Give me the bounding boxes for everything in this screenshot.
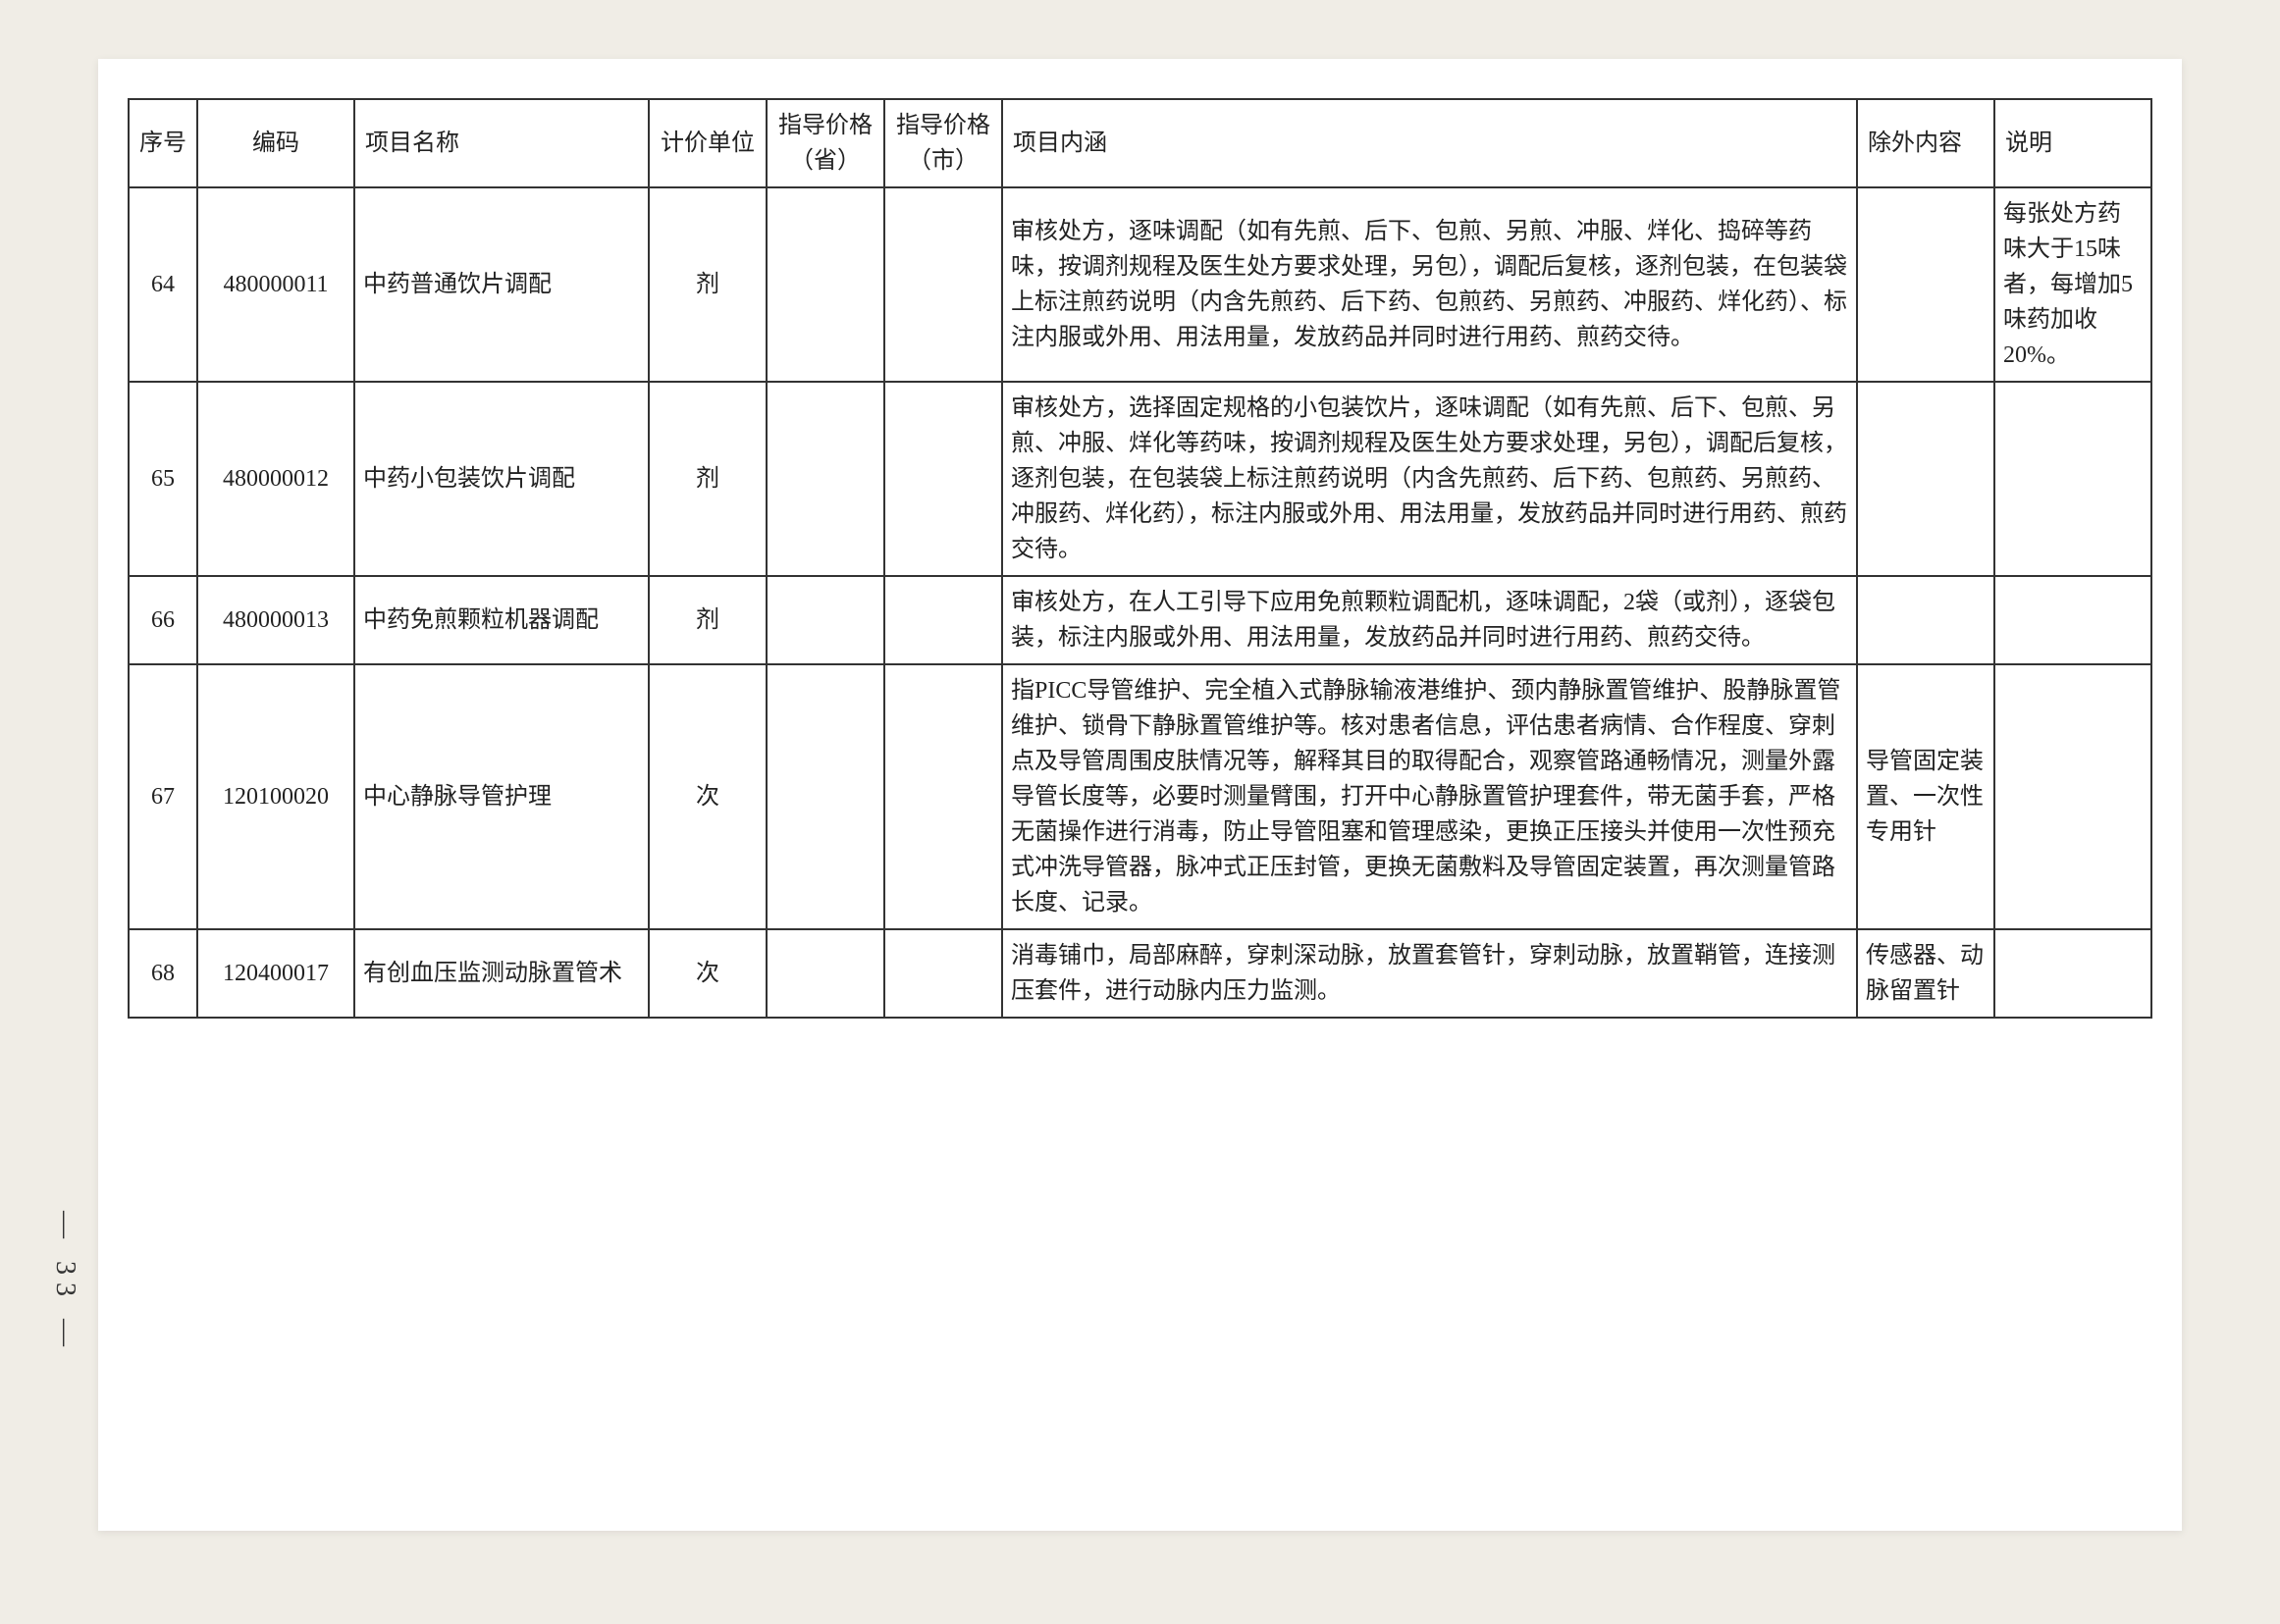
cell-code: 480000011 xyxy=(197,187,354,382)
cell-seq: 65 xyxy=(129,382,197,576)
header-name: 项目名称 xyxy=(354,99,649,187)
cell-desc: 审核处方，逐味调配（如有先煎、后下、包煎、另煎、冲服、烊化、捣碎等药味，按调剂规… xyxy=(1002,187,1857,382)
cell-excl xyxy=(1857,187,1994,382)
header-desc: 项目内涵 xyxy=(1002,99,1857,187)
cell-unit: 次 xyxy=(649,929,767,1018)
cell-unit: 剂 xyxy=(649,187,767,382)
table-row: 66480000013中药免煎颗粒机器调配剂 审核处方，在人工引导下应用免煎颗粒调… xyxy=(129,576,2151,664)
cell-price1 xyxy=(767,187,884,382)
cell-unit: 剂 xyxy=(649,576,767,664)
cell-name: 中药免煎颗粒机器调配 xyxy=(354,576,649,664)
cell-unit: 剂 xyxy=(649,382,767,576)
table-row: 67120100020中心静脉导管护理次指PICC导管维护、完全植入式静脉输液港… xyxy=(129,664,2151,929)
cell-unit: 次 xyxy=(649,664,767,929)
header-price1: 指导价格（省） xyxy=(767,99,884,187)
cell-price2 xyxy=(884,187,1002,382)
page-wrapper: — 33 — 序号 编码 项目名称 计价单位 指导价格（省） 指导价格（市） 项… xyxy=(98,59,2182,1531)
price-table: 序号 编码 项目名称 计价单位 指导价格（省） 指导价格（市） 项目内涵 除外内… xyxy=(128,98,2152,1019)
cell-name: 有创血压监测动脉置管术 xyxy=(354,929,649,1018)
table-body: 64480000011中药普通饮片调配剂审核处方，逐味调配（如有先煎、后下、包煎… xyxy=(129,187,2151,1018)
cell-name: 中药普通饮片调配 xyxy=(354,187,649,382)
cell-price1 xyxy=(767,664,884,929)
cell-name: 中心静脉导管护理 xyxy=(354,664,649,929)
cell-price2 xyxy=(884,576,1002,664)
cell-desc: 消毒铺巾，局部麻醉，穿刺深动脉，放置套管针，穿刺动脉，放置鞘管，连接测压套件，进… xyxy=(1002,929,1857,1018)
cell-name: 中药小包装饮片调配 xyxy=(354,382,649,576)
table-row: 65480000012中药小包装饮片调配剂 审核处方，选择固定规格的小包装饮片，逐… xyxy=(129,382,2151,576)
page-number: — 33 — xyxy=(49,1211,80,1354)
cell-seq: 66 xyxy=(129,576,197,664)
cell-excl xyxy=(1857,576,1994,664)
header-seq: 序号 xyxy=(129,99,197,187)
cell-price2 xyxy=(884,664,1002,929)
cell-code: 480000013 xyxy=(197,576,354,664)
header-note: 说明 xyxy=(1994,99,2151,187)
cell-desc: 审核处方，选择固定规格的小包装饮片，逐味调配（如有先煎、后下、包煎、另煎、冲服、… xyxy=(1002,382,1857,576)
cell-seq: 64 xyxy=(129,187,197,382)
cell-note xyxy=(1994,382,2151,576)
cell-excl: 导管固定装置、一次性专用针 xyxy=(1857,664,1994,929)
cell-excl xyxy=(1857,382,1994,576)
cell-price2 xyxy=(884,382,1002,576)
cell-desc: 指PICC导管维护、完全植入式静脉输液港维护、颈内静脉置管维护、股静脉置管维护、… xyxy=(1002,664,1857,929)
cell-note xyxy=(1994,576,2151,664)
header-price2: 指导价格（市） xyxy=(884,99,1002,187)
cell-code: 120100020 xyxy=(197,664,354,929)
table-row: 64480000011中药普通饮片调配剂 审核处方，逐味调配（如有先煎、后下、包煎… xyxy=(129,187,2151,382)
cell-price2 xyxy=(884,929,1002,1018)
header-code: 编码 xyxy=(197,99,354,187)
header-row: 序号 编码 项目名称 计价单位 指导价格（省） 指导价格（市） 项目内涵 除外内… xyxy=(129,99,2151,187)
cell-price1 xyxy=(767,576,884,664)
cell-note xyxy=(1994,929,2151,1018)
cell-code: 480000012 xyxy=(197,382,354,576)
table-row: 68120400017有创血压监测动脉置管术次 消毒铺巾，局部麻醉，穿刺深动脉，放… xyxy=(129,929,2151,1018)
table-header: 序号 编码 项目名称 计价单位 指导价格（省） 指导价格（市） 项目内涵 除外内… xyxy=(129,99,2151,187)
cell-price1 xyxy=(767,929,884,1018)
header-excl: 除外内容 xyxy=(1857,99,1994,187)
cell-seq: 68 xyxy=(129,929,197,1018)
header-unit: 计价单位 xyxy=(649,99,767,187)
cell-price1 xyxy=(767,382,884,576)
cell-note xyxy=(1994,664,2151,929)
cell-note: 每张处方药味大于15味者，每增加5味药加收20%。 xyxy=(1994,187,2151,382)
cell-seq: 67 xyxy=(129,664,197,929)
cell-code: 120400017 xyxy=(197,929,354,1018)
cell-desc: 审核处方，在人工引导下应用免煎颗粒调配机，逐味调配，2袋（或剂），逐袋包装，标注… xyxy=(1002,576,1857,664)
cell-excl: 传感器、动脉留置针 xyxy=(1857,929,1994,1018)
